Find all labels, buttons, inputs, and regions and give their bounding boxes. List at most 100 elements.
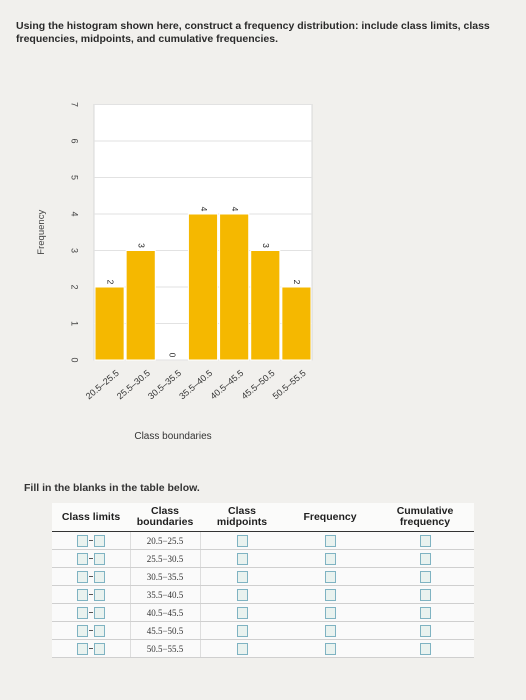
range-dash bbox=[88, 630, 93, 631]
histogram-bar bbox=[125, 250, 156, 361]
x-tick-label: 50.5–55.5 bbox=[271, 368, 308, 401]
cumulative-frequency-cell bbox=[376, 603, 474, 622]
lower-limit-input[interactable] bbox=[76, 534, 88, 547]
range-dash bbox=[88, 612, 93, 613]
upper-limit-input[interactable] bbox=[93, 606, 105, 619]
class-limits-cell bbox=[52, 531, 130, 550]
header-class-boundaries: Class boundaries bbox=[130, 503, 200, 532]
upper-limit-input[interactable] bbox=[93, 534, 105, 547]
frequency-cell bbox=[284, 621, 376, 640]
cumulative-frequency-input[interactable] bbox=[419, 624, 431, 637]
y-tick-label: 4 bbox=[70, 211, 80, 216]
upper-limit-input[interactable] bbox=[93, 570, 105, 583]
frequency-cell bbox=[284, 549, 376, 568]
range-dash bbox=[88, 576, 93, 577]
x-tick-label: 20.5–25.5 bbox=[84, 368, 121, 401]
header-frequency: Frequency bbox=[284, 503, 376, 532]
cumulative-frequency-input[interactable] bbox=[419, 588, 431, 601]
y-tick-label: 5 bbox=[70, 175, 80, 180]
frequency-input[interactable] bbox=[324, 588, 336, 601]
y-tick-label: 7 bbox=[70, 102, 80, 107]
y-tick-label: 0 bbox=[70, 357, 80, 362]
midpoint-cell bbox=[200, 567, 284, 586]
table-row: 20.5−25.5 bbox=[52, 531, 474, 550]
lower-limit-input[interactable] bbox=[76, 570, 88, 583]
frequency-input[interactable] bbox=[324, 570, 336, 583]
class-limits-cell bbox=[52, 621, 130, 640]
lower-limit-input[interactable] bbox=[76, 588, 88, 601]
histogram-bar bbox=[187, 213, 219, 361]
class-boundary-cell: 40.5−45.5 bbox=[129, 603, 201, 622]
bar-data-label: 3 bbox=[261, 243, 271, 248]
upper-limit-input[interactable] bbox=[93, 588, 105, 601]
frequency-input[interactable] bbox=[324, 534, 336, 547]
class-boundary-cell: 30.5−35.5 bbox=[129, 567, 201, 586]
class-boundary-cell: 20.5−25.5 bbox=[129, 531, 201, 550]
midpoint-cell bbox=[200, 603, 284, 622]
frequency-cell bbox=[284, 603, 376, 622]
class-limits-cell bbox=[52, 567, 130, 586]
frequency-input[interactable] bbox=[324, 606, 336, 619]
frequency-cell bbox=[284, 531, 376, 550]
table-row: 25.5−30.5 bbox=[52, 549, 474, 568]
midpoint-input[interactable] bbox=[236, 570, 248, 583]
frequency-cell bbox=[284, 585, 376, 604]
midpoint-input[interactable] bbox=[236, 642, 248, 655]
y-tick-label: 3 bbox=[70, 248, 80, 253]
table-row: 30.5−35.5 bbox=[52, 567, 474, 586]
x-tick-label: 35.5–40.5 bbox=[177, 368, 214, 401]
table-header-row: Class limits Class boundaries Class midp… bbox=[52, 503, 474, 532]
table-row: 50.5−55.5 bbox=[52, 639, 474, 658]
question-text: Using the histogram shown here, construc… bbox=[16, 20, 490, 45]
cumulative-frequency-input[interactable] bbox=[419, 552, 431, 565]
table-row: 45.5−50.5 bbox=[52, 621, 474, 640]
instruction-text: Fill in the blanks in the table below. bbox=[24, 482, 200, 494]
frequency-input[interactable] bbox=[324, 642, 336, 655]
frequency-input[interactable] bbox=[324, 552, 336, 565]
midpoint-input[interactable] bbox=[236, 588, 248, 601]
midpoint-cell bbox=[200, 639, 284, 658]
cumulative-frequency-input[interactable] bbox=[419, 606, 431, 619]
lower-limit-input[interactable] bbox=[76, 642, 88, 655]
x-tick-label: 40.5–45.5 bbox=[208, 368, 245, 401]
header-cumulative-frequency: Cumulative frequency bbox=[376, 503, 474, 532]
x-tick-label: 30.5–35.5 bbox=[146, 368, 183, 401]
cumulative-frequency-cell bbox=[376, 531, 474, 550]
lower-limit-input[interactable] bbox=[76, 552, 88, 565]
upper-limit-input[interactable] bbox=[93, 624, 105, 637]
range-dash bbox=[88, 594, 93, 595]
bar-data-label: 2 bbox=[105, 280, 115, 285]
histogram-bar bbox=[250, 250, 281, 361]
range-dash bbox=[88, 540, 93, 541]
cumulative-frequency-input[interactable] bbox=[419, 642, 431, 655]
cumulative-frequency-cell bbox=[376, 567, 474, 586]
bar-data-label: 0 bbox=[168, 353, 178, 358]
frequency-input[interactable] bbox=[324, 624, 336, 637]
midpoint-input[interactable] bbox=[236, 552, 248, 565]
histogram-svg: 0 1 2 3 4 5 6 7 Frequency 2 20.5–25.5 3 25.5–30.5 0 30… bbox=[36, 102, 313, 442]
cumulative-frequency-input[interactable] bbox=[419, 534, 431, 547]
upper-limit-input[interactable] bbox=[93, 552, 105, 565]
lower-limit-input[interactable] bbox=[76, 606, 88, 619]
bar-data-label: 4 bbox=[230, 207, 240, 212]
x-tick-label: 45.5–50.5 bbox=[239, 368, 276, 401]
upper-limit-input[interactable] bbox=[93, 642, 105, 655]
class-boundary-cell: 25.5−30.5 bbox=[129, 549, 201, 568]
range-dash bbox=[88, 648, 93, 649]
midpoint-input[interactable] bbox=[236, 534, 248, 547]
cumulative-frequency-cell bbox=[376, 639, 474, 658]
midpoint-input[interactable] bbox=[236, 624, 248, 637]
midpoint-input[interactable] bbox=[236, 606, 248, 619]
cumulative-frequency-cell bbox=[376, 549, 474, 568]
class-limits-cell bbox=[52, 603, 130, 622]
cumulative-frequency-input[interactable] bbox=[419, 570, 431, 583]
histogram-bar bbox=[281, 286, 312, 361]
lower-limit-input[interactable] bbox=[76, 624, 88, 637]
frequency-cell bbox=[284, 567, 376, 586]
class-boundary-cell: 45.5−50.5 bbox=[129, 621, 201, 640]
frequency-cell bbox=[284, 639, 376, 658]
class-boundary-cell: 50.5−55.5 bbox=[129, 639, 201, 658]
cumulative-frequency-cell bbox=[376, 585, 474, 604]
cumulative-frequency-cell bbox=[376, 621, 474, 640]
table-row: 35.5−40.5 bbox=[52, 585, 474, 604]
